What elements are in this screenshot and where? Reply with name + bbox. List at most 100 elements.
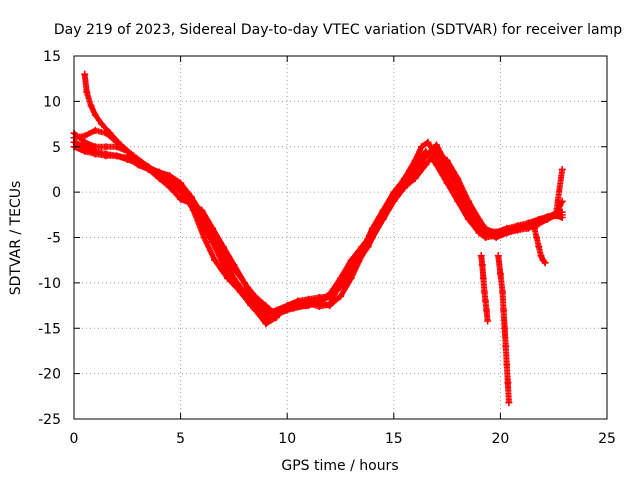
data-point [484,317,492,325]
data-point [305,295,313,303]
data-point [166,179,174,187]
data-point [418,143,426,151]
data-point [326,302,334,310]
data-point [535,243,543,251]
data-point [347,274,355,282]
data-point [81,147,89,155]
data-point [531,224,539,232]
data-point [262,320,270,328]
data-points [70,70,566,407]
data-point [411,165,419,173]
data-point [558,197,566,205]
data-point [347,265,355,273]
series-dropout-3 [531,224,549,267]
data-point [123,154,131,162]
data-point [347,256,355,264]
data-point [273,313,281,321]
data-point [464,202,472,210]
data-point [494,252,502,260]
data-point [390,193,398,201]
data-point [481,297,489,305]
data-point [251,292,259,300]
series-dropout-1 [477,252,492,325]
data-point [541,259,549,267]
data-point [496,270,504,278]
data-point [503,361,511,369]
data-point [500,306,508,314]
data-point [211,256,219,264]
data-point [543,213,551,221]
y-tick-label: -20 [38,367,61,383]
data-point [81,70,89,78]
data-point [432,141,440,149]
data-point [558,208,566,216]
data-point [98,120,106,128]
x-axis-label: GPS time / hours [281,458,398,474]
data-point [422,152,430,160]
y-tick-label: -15 [38,321,61,337]
data-point [113,152,121,160]
data-point [481,226,489,234]
data-point [177,188,185,196]
data-point [219,243,227,251]
data-point [337,292,344,300]
data-point [358,247,366,255]
data-point [400,179,408,187]
data-point [187,193,195,201]
data-point [513,222,521,230]
data-point [81,132,89,140]
data-point [241,292,249,300]
y-tick-label: -10 [38,276,61,292]
data-point [262,302,270,310]
data-point [155,174,163,182]
data-point [537,252,545,260]
data-point [379,215,387,223]
data-point [200,234,208,241]
data-point [432,161,440,169]
data-point [477,252,485,260]
data-point [230,261,238,269]
data-point [411,175,419,183]
data-point [464,215,472,223]
data-point [177,179,185,187]
data-point [91,126,99,134]
data-point [326,292,334,300]
data-point [443,165,451,173]
series-dropout-2 [494,252,513,407]
x-tick-label: 20 [491,431,509,447]
axes: 0 5 10 15 20 25 15 10 5 0 -5 -10 -15 -20 -25 [38,49,616,447]
data-point [102,143,110,151]
y-tick-label: 0 [52,185,61,201]
data-point [475,220,483,228]
data-point [535,215,543,223]
data-point [187,202,195,210]
data-point [102,152,110,160]
data-point [552,210,560,218]
data-point [504,379,512,387]
y-tick-label: -25 [38,412,61,428]
data-point [123,147,131,155]
data-point [454,197,462,205]
data-point [480,288,488,296]
data-point [209,238,217,246]
data-point [294,297,302,305]
x-tick-label: 0 [70,431,79,447]
data-point [209,224,217,232]
data-point [91,111,99,119]
data-point [145,165,153,173]
y-axis-label: SDTVAR / TECUs [8,181,24,296]
data-point [505,399,513,407]
data-point [87,102,95,110]
data-point [443,156,451,164]
data-point [502,342,510,350]
data-point [91,150,99,158]
data-point [91,143,99,151]
data-point [219,261,227,269]
x-tick-label: 5 [176,431,185,447]
data-point [424,138,432,146]
data-point [478,261,486,269]
x-tick-label: 25 [598,431,616,447]
data-point [198,206,206,214]
y-tick-label: 10 [43,94,61,110]
